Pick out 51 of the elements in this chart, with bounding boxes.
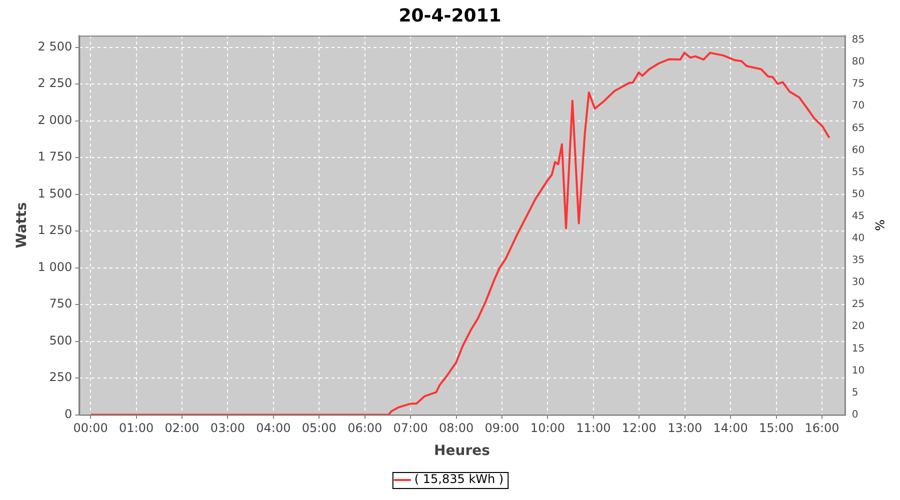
y-tick-label: 2 500 (38, 39, 72, 54)
x-tick-label: 02:00 (164, 421, 200, 436)
x-tick-label: 03:00 (210, 421, 246, 436)
x-tick-label: 06:00 (348, 421, 382, 436)
x-tick-label: 00:00 (73, 421, 108, 436)
x-tick-label: 12:00 (622, 421, 656, 436)
x-tick-label: 09:00 (484, 421, 520, 436)
y-tick-label: 1 500 (38, 186, 72, 200)
x-tick-label: 07:00 (393, 421, 428, 436)
y-tick-label: 0 (64, 406, 72, 421)
y2-tick-label: 85 (852, 34, 865, 46)
y-tick-label: 2 250 (38, 76, 72, 90)
chart-title: 20-4-2011 (398, 5, 502, 26)
y-tick-label: 750 (49, 296, 72, 311)
x-tick-label: 15:00 (759, 421, 794, 436)
y2-tick-label: 25 (852, 299, 865, 310)
y-tick-label: 2 000 (38, 112, 72, 127)
y2-tick-label: 40 (852, 233, 865, 244)
y-tick-label: 500 (49, 333, 72, 348)
y2-tick-label: 30 (852, 277, 865, 288)
x-tick-label: 13:00 (668, 421, 702, 436)
y2-tick-label: 0 (852, 409, 858, 420)
y2-tick-label: 50 (852, 188, 865, 200)
x-tick-label: 11:00 (576, 421, 611, 436)
y2-tick-label: 15 (852, 343, 865, 354)
x-tick-label: 05:00 (302, 421, 336, 436)
y2-axis-title: % (872, 219, 887, 231)
x-tick-label: 01:00 (119, 421, 154, 436)
y-tick-label: 1 750 (38, 150, 72, 164)
legend-label: ( 15,835 kWh ) (414, 472, 504, 486)
y-tick-label: 1 000 (38, 260, 72, 274)
x-axis-title: Heures (434, 443, 490, 460)
y2-tick-label: 70 (852, 100, 865, 112)
y2-tick-label: 20 (852, 321, 865, 332)
y2-tick-label: 10 (852, 365, 865, 376)
y2-tick-label: 60 (852, 144, 865, 156)
x-tick-label: 08:00 (439, 421, 474, 436)
y2-tick-label: 65 (852, 122, 865, 134)
y2-tick-label: 35 (852, 255, 865, 266)
y2-tick-label: 5 (852, 387, 858, 398)
y-tick-label: 1 250 (38, 223, 72, 238)
y2-tick-label: 75 (852, 78, 865, 90)
y-tick-label: 250 (49, 370, 72, 384)
x-tick-label: 10:00 (530, 421, 566, 436)
x-tick-label: 14:00 (713, 421, 748, 436)
x-tick-label: 16:00 (804, 421, 840, 436)
y2-tick-label: 55 (852, 166, 865, 178)
y2-tick-label: 80 (852, 56, 865, 68)
y2-tick-label: 45 (852, 210, 865, 222)
x-tick-label: 04:00 (256, 421, 291, 436)
y-axis-title: Watts (14, 202, 30, 248)
